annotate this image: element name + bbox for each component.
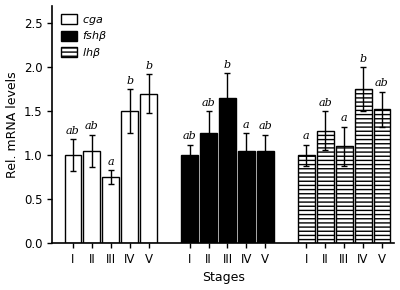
Bar	[374, 109, 390, 243]
Y-axis label: Rel. mRNA levels: Rel. mRNA levels	[6, 71, 18, 178]
Bar	[238, 151, 255, 243]
Bar	[219, 98, 236, 243]
Bar	[102, 177, 119, 243]
Text: a: a	[341, 113, 348, 124]
Bar	[317, 130, 334, 243]
Bar	[140, 94, 157, 243]
Bar	[200, 133, 217, 243]
Bar	[298, 155, 315, 243]
Bar	[336, 146, 353, 243]
Text: b: b	[360, 54, 367, 64]
Text: ab: ab	[183, 131, 196, 141]
Bar	[84, 151, 100, 243]
Text: a: a	[303, 131, 310, 141]
Legend: $cga$, $fsh\beta$, $lh\beta$: $cga$, $fsh\beta$, $lh\beta$	[58, 11, 111, 63]
X-axis label: Stages: Stages	[202, 271, 245, 284]
Text: ab: ab	[375, 78, 389, 88]
Bar	[121, 111, 138, 243]
Text: b: b	[224, 60, 231, 70]
Bar	[355, 89, 372, 243]
Text: a: a	[108, 157, 114, 166]
Text: ab: ab	[85, 122, 99, 131]
Text: ab: ab	[66, 126, 80, 136]
Text: ab: ab	[202, 98, 216, 108]
Text: ab: ab	[318, 98, 332, 108]
Text: b: b	[126, 76, 133, 86]
Text: b: b	[145, 61, 152, 71]
Bar	[181, 155, 198, 243]
Text: a: a	[243, 120, 250, 130]
Bar	[257, 151, 274, 243]
Text: ab: ab	[258, 122, 272, 131]
Bar	[64, 155, 82, 243]
